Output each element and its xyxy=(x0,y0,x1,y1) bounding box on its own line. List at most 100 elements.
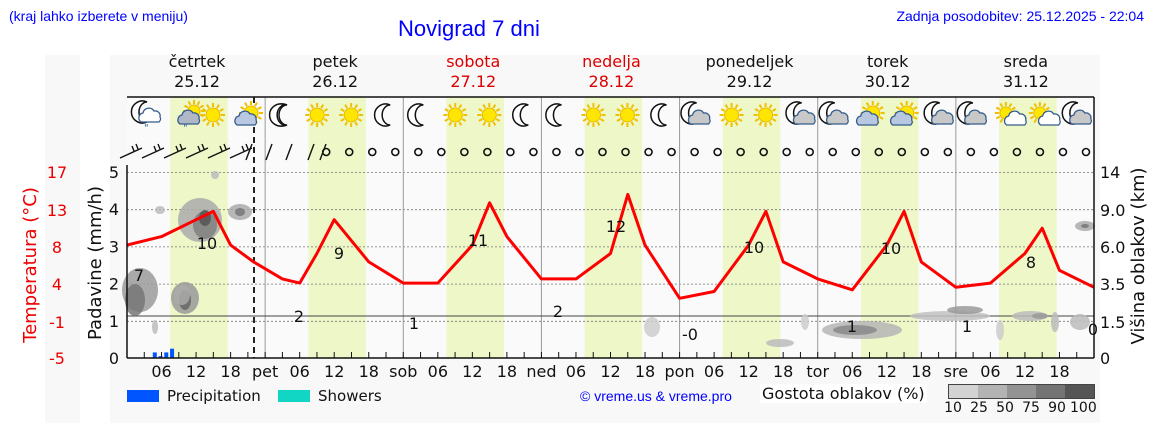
calm-wind-icon xyxy=(1012,147,1022,157)
wind-barb-icon xyxy=(307,143,315,161)
x-tick: ned xyxy=(526,362,556,381)
x-tick: 18 xyxy=(1049,362,1069,381)
x-tick: 06 xyxy=(151,362,171,381)
precipitation-bar xyxy=(152,352,157,358)
sun-icon xyxy=(339,103,364,127)
day-date: 25.12 xyxy=(174,72,220,91)
day-name: nedelja xyxy=(582,52,641,71)
cloud-icon xyxy=(1069,109,1092,125)
cloud-density-scale-labels: 10 25 50 75 90 100 xyxy=(940,400,1097,416)
cloud-icon xyxy=(177,109,201,125)
cloud-height-axis-label: Višina oblakov (km) xyxy=(1128,167,1149,344)
x-tick: 06 xyxy=(289,362,309,381)
day-header-0: četrtek 25.12 xyxy=(128,52,266,92)
sun-icon xyxy=(581,103,606,127)
x-tick: pet xyxy=(252,362,278,381)
precip-tick: 0 xyxy=(109,349,119,368)
temperature-tick: 8 xyxy=(52,238,62,257)
sun-icon xyxy=(443,103,468,127)
moon-icon xyxy=(373,103,391,127)
day-header-5: torek 30.12 xyxy=(819,52,957,92)
wind-barb-icon xyxy=(163,143,187,159)
sun-icon xyxy=(753,103,778,127)
cloud-icon xyxy=(855,110,879,126)
cloud-icon xyxy=(889,110,913,126)
day-name: petek xyxy=(312,52,358,71)
temperature-extreme-label: 7 xyxy=(134,266,144,285)
x-tick: 18 xyxy=(635,362,655,381)
calm-wind-icon xyxy=(736,147,745,157)
calm-wind-icon xyxy=(1081,147,1091,157)
moon-icon xyxy=(406,103,424,127)
cloud-density-blob xyxy=(125,284,145,316)
wind-barb-icon xyxy=(245,143,253,161)
x-tick: 18 xyxy=(911,362,931,381)
calm-wind-icon xyxy=(575,147,584,157)
wind-barb-icon xyxy=(185,143,209,159)
cloud-density-blob xyxy=(766,339,794,347)
legend-showers-label: Showers xyxy=(318,387,382,405)
copyright-link[interactable]: © vreme.us & vreme.pro xyxy=(580,388,732,404)
temperature-extreme-label: 8 xyxy=(1026,253,1036,272)
temperature-extreme-label: 2 xyxy=(553,302,563,321)
wind-barb-icon xyxy=(119,143,143,159)
moon-icon xyxy=(268,103,286,127)
calm-wind-icon xyxy=(529,147,538,157)
calm-wind-icon xyxy=(874,147,884,157)
precip-tick: 4 xyxy=(109,200,119,219)
location-hint[interactable]: (kraj lahko izberete v meniju) xyxy=(9,8,188,24)
calm-wind-icon xyxy=(667,147,676,157)
precip-tick: 2 xyxy=(109,275,119,294)
temperature-extreme-label: 0 xyxy=(1088,320,1098,339)
daylight-band xyxy=(446,97,505,358)
wind-barb-icon xyxy=(207,143,231,159)
density-scale-label: 100 xyxy=(1070,400,1097,416)
density-scale-label: 10 xyxy=(944,400,962,416)
cloud-height-tick: 9.0 xyxy=(1100,201,1125,220)
legend-showers: Showers xyxy=(278,387,382,405)
density-scale-label: 50 xyxy=(996,400,1014,416)
cloud-density-blob xyxy=(174,285,190,305)
temperature-extreme-label: 2 xyxy=(294,307,304,326)
calm-wind-icon xyxy=(782,147,791,157)
density-scale-label: 25 xyxy=(970,400,988,416)
calm-wind-icon xyxy=(690,147,699,157)
calm-wind-icon xyxy=(805,147,815,157)
cloud-icon xyxy=(1003,110,1027,126)
sun-icon xyxy=(305,103,330,127)
x-tick: 12 xyxy=(738,362,758,381)
x-tick: 12 xyxy=(324,362,344,381)
calm-wind-icon xyxy=(966,147,976,157)
temperature-extreme-label: 1 xyxy=(409,314,419,333)
sun-icon xyxy=(201,103,225,127)
cloud-density-blob xyxy=(1032,313,1048,319)
calm-wind-icon xyxy=(1058,147,1068,157)
temperature-axis-label: Temperatura (°C) xyxy=(20,187,41,344)
legend-precipitation-label: Precipitation xyxy=(167,387,261,405)
rain-icon: " xyxy=(144,123,149,134)
cloud-density-blob xyxy=(833,325,877,335)
cloud-density-scale xyxy=(948,384,1095,399)
temp-axis-panel xyxy=(45,55,80,423)
temperature-extreme-label: 10 xyxy=(744,238,764,257)
temperature-extreme-label: 10 xyxy=(197,234,217,253)
temperature-extreme-label: -0 xyxy=(682,325,698,344)
day-name: torek xyxy=(867,52,909,71)
day-date: 26.12 xyxy=(312,72,359,91)
precip-tick: 1 xyxy=(109,312,119,331)
wind-barb-icon xyxy=(285,143,293,161)
cloud-icon xyxy=(825,109,849,125)
temperature-tick: 17 xyxy=(47,163,67,182)
wind-barb-icon xyxy=(265,143,273,161)
precipitation-bar xyxy=(164,352,169,358)
calm-wind-icon xyxy=(1035,147,1045,157)
x-tick: 18 xyxy=(359,362,379,381)
day-header-2: sobota 27.12 xyxy=(404,52,542,92)
cloud-density-blob xyxy=(996,320,1004,340)
cloud-icon xyxy=(1037,110,1061,126)
x-tick: 12 xyxy=(462,362,482,381)
cloud-icon xyxy=(792,109,816,125)
x-tick: 12 xyxy=(600,362,620,381)
cloud-height-tick: 0 xyxy=(1100,349,1110,368)
sun-icon xyxy=(477,103,502,127)
